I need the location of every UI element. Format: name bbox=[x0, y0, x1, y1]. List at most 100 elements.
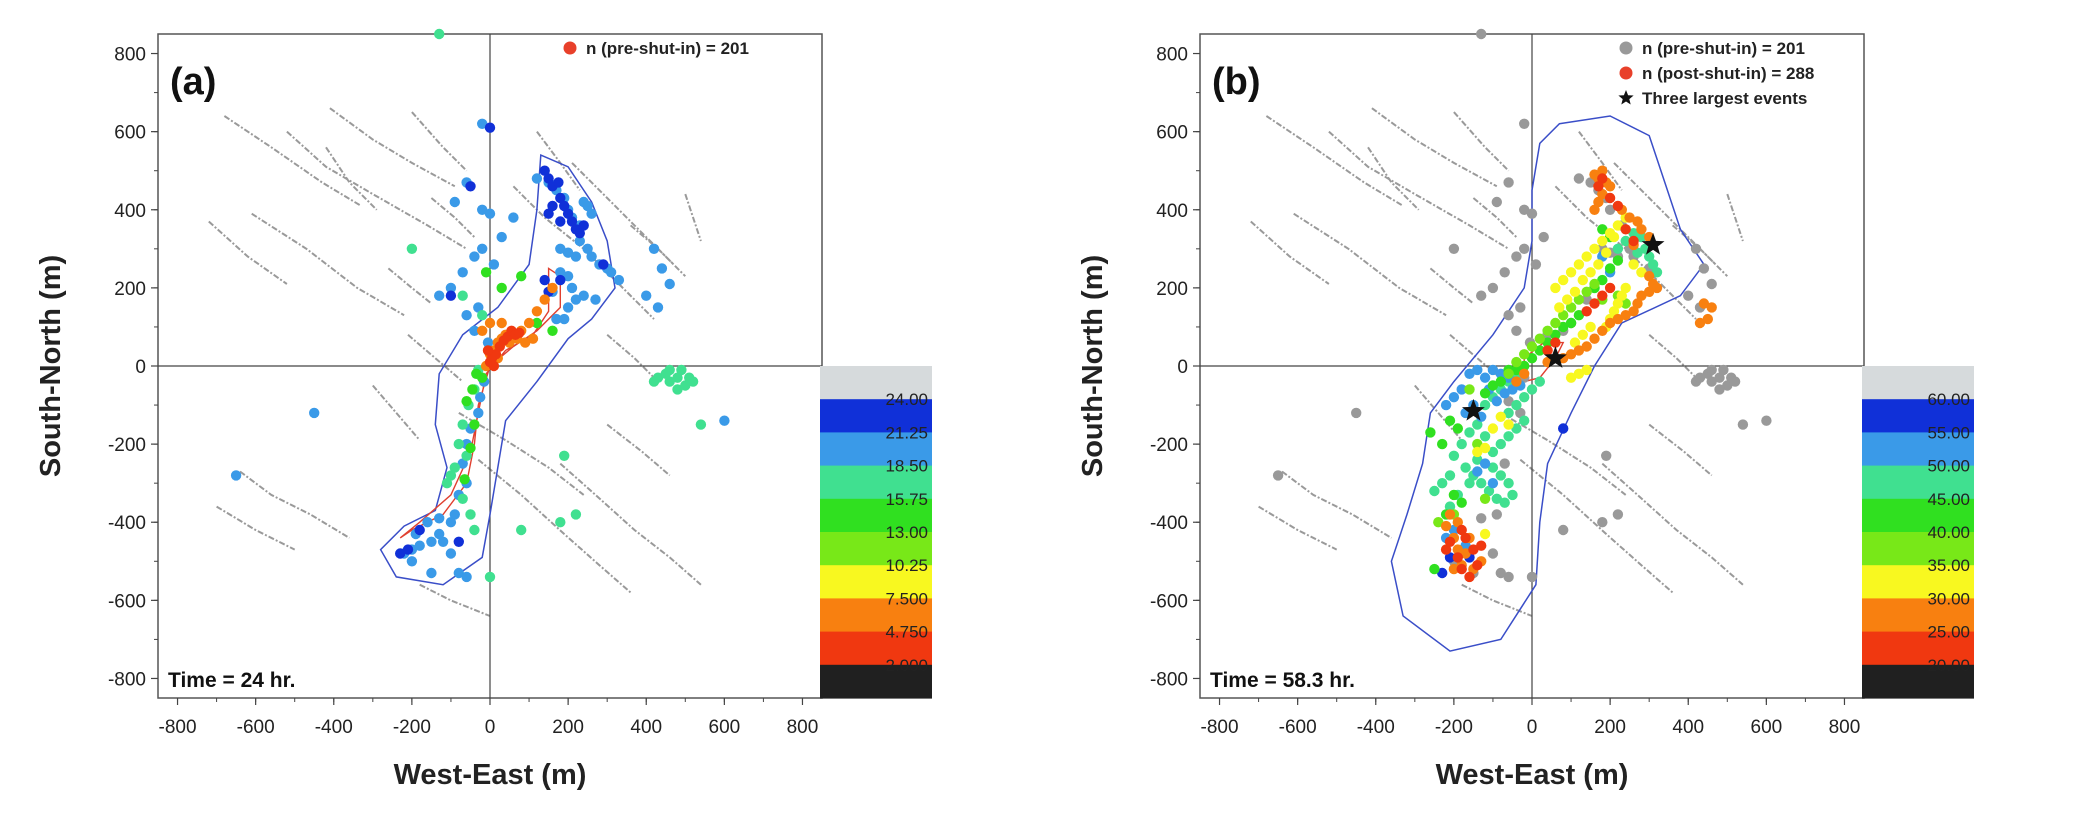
data-point bbox=[461, 310, 472, 321]
data-point bbox=[1448, 392, 1460, 403]
data-point bbox=[496, 231, 507, 243]
data-point bbox=[1448, 450, 1460, 461]
data-point bbox=[1581, 306, 1592, 317]
data-point bbox=[484, 571, 496, 583]
y-tick-label: 0 bbox=[1177, 357, 1188, 378]
data-point bbox=[1577, 274, 1589, 286]
colorbar-label: 45.00 bbox=[1927, 490, 1970, 509]
legend-marker bbox=[1619, 41, 1633, 55]
data-point bbox=[490, 349, 502, 360]
data-point bbox=[469, 419, 480, 430]
data-point bbox=[1604, 204, 1616, 215]
fault-trace bbox=[1293, 212, 1447, 317]
data-point bbox=[484, 122, 496, 133]
legend-label: Three largest events bbox=[1642, 89, 1807, 108]
data-point bbox=[1429, 563, 1440, 575]
data-point bbox=[1515, 407, 1526, 419]
data-point bbox=[1651, 282, 1663, 294]
data-point bbox=[1519, 368, 1530, 379]
data-point bbox=[1714, 372, 1725, 383]
data-point bbox=[1444, 415, 1456, 426]
data-point bbox=[1511, 423, 1522, 434]
data-point bbox=[1694, 372, 1706, 383]
x-tick-label: -400 bbox=[1357, 717, 1395, 738]
colorbar-label: 60.00 bbox=[1927, 390, 1970, 409]
x-tick-label: -200 bbox=[1435, 717, 1473, 738]
data-point bbox=[1737, 419, 1749, 430]
data-point bbox=[582, 243, 593, 254]
data-point bbox=[1487, 446, 1499, 458]
fault-trace bbox=[239, 470, 350, 539]
data-point bbox=[426, 567, 437, 579]
data-point bbox=[1440, 544, 1452, 555]
data-point bbox=[680, 380, 691, 391]
data-point bbox=[1573, 368, 1585, 379]
data-point bbox=[402, 544, 414, 555]
data-point bbox=[539, 274, 550, 286]
data-point bbox=[457, 290, 468, 301]
x-tick-label: -800 bbox=[159, 717, 197, 738]
colorbar-swatch bbox=[1862, 399, 1974, 433]
data-point bbox=[1632, 247, 1643, 258]
data-point bbox=[1476, 28, 1487, 40]
data-point bbox=[1472, 446, 1483, 458]
data-point bbox=[1472, 466, 1483, 477]
data-point bbox=[1479, 458, 1491, 469]
data-point bbox=[1542, 345, 1553, 356]
x-tick-label: 800 bbox=[1829, 717, 1861, 738]
data-point bbox=[555, 192, 566, 204]
data-point bbox=[1444, 552, 1456, 563]
data-point bbox=[1597, 290, 1608, 301]
data-point bbox=[230, 470, 242, 481]
colorbar-swatch bbox=[820, 532, 932, 566]
data-point bbox=[566, 216, 578, 227]
data-point bbox=[1503, 407, 1514, 419]
data-point bbox=[1503, 419, 1514, 430]
data-point bbox=[1608, 306, 1620, 317]
data-point bbox=[1612, 200, 1624, 212]
fault-trace bbox=[458, 412, 585, 496]
data-point bbox=[656, 263, 668, 274]
data-point bbox=[465, 509, 476, 520]
data-point bbox=[1495, 368, 1507, 379]
data-point bbox=[1620, 298, 1631, 309]
data-point bbox=[1612, 220, 1624, 231]
data-point bbox=[1503, 368, 1514, 379]
y-tick-label: 200 bbox=[1156, 279, 1188, 300]
data-point bbox=[1472, 560, 1483, 571]
data-point bbox=[672, 384, 683, 395]
data-point bbox=[1612, 298, 1624, 309]
data-point bbox=[1597, 274, 1608, 286]
data-point bbox=[1503, 571, 1514, 583]
data-point bbox=[1694, 317, 1706, 329]
data-point bbox=[1519, 392, 1530, 403]
data-point bbox=[1464, 384, 1475, 395]
data-point bbox=[1491, 509, 1503, 520]
data-point bbox=[1440, 520, 1452, 532]
data-point bbox=[578, 220, 589, 231]
data-point bbox=[1511, 251, 1522, 262]
data-point bbox=[664, 278, 675, 290]
data-point bbox=[559, 313, 570, 325]
y-axis-label: South-North (m) bbox=[1077, 255, 1109, 477]
data-point bbox=[1573, 294, 1585, 305]
x-tick-label: 0 bbox=[485, 717, 496, 738]
data-point bbox=[531, 317, 543, 329]
y-tick-label: 800 bbox=[114, 45, 146, 66]
series-8 bbox=[1440, 173, 1639, 583]
data-point bbox=[1612, 255, 1624, 266]
series-3 bbox=[459, 267, 558, 485]
data-point bbox=[1456, 524, 1467, 536]
legend-star-icon bbox=[1618, 90, 1634, 105]
y-tick-label: 400 bbox=[114, 201, 146, 222]
data-point bbox=[1534, 345, 1546, 356]
data-point bbox=[1452, 517, 1464, 528]
data-point bbox=[496, 317, 507, 329]
data-point bbox=[1550, 317, 1561, 329]
series-3 bbox=[1437, 423, 1569, 579]
data-point bbox=[1495, 411, 1507, 422]
data-point bbox=[1511, 399, 1522, 411]
data-point bbox=[1483, 485, 1495, 497]
data-point bbox=[1499, 267, 1510, 278]
data-point bbox=[484, 208, 496, 219]
